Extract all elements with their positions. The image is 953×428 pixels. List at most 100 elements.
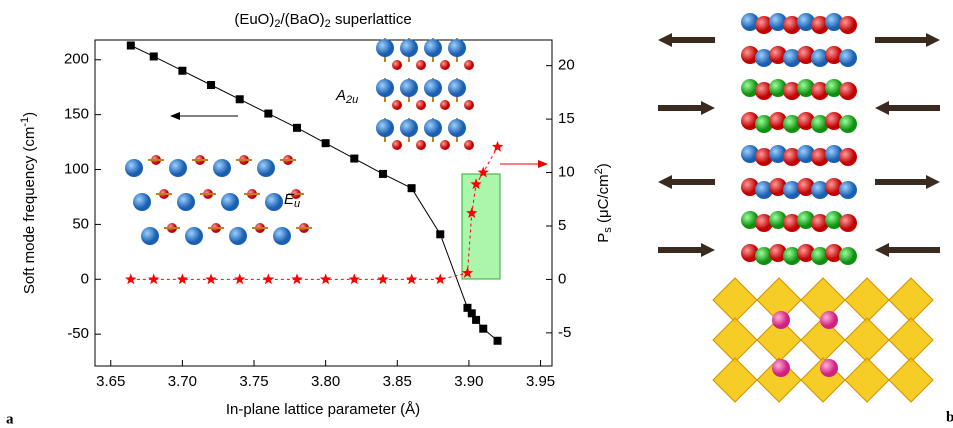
octahedron <box>844 277 890 323</box>
atom <box>392 140 402 150</box>
y-tick-label: 50 <box>72 215 89 232</box>
atom <box>424 79 442 97</box>
y-axis-label: Soft mode frequency (cm-1) <box>19 112 38 294</box>
atom <box>169 159 187 177</box>
displacement-arrow-head <box>701 243 715 257</box>
y2-tick-label: 15 <box>558 110 575 127</box>
star-marker <box>148 273 160 285</box>
star-marker <box>434 273 446 285</box>
atom <box>797 211 815 229</box>
star-marker <box>176 273 189 285</box>
star-marker <box>491 140 504 152</box>
atom <box>783 82 801 100</box>
atom <box>257 159 275 177</box>
atom <box>772 311 790 329</box>
octahedron <box>888 317 934 363</box>
panel-label: b <box>946 409 953 425</box>
text-part: A <box>335 87 346 104</box>
atom <box>400 39 418 57</box>
panel-label: a <box>6 411 14 427</box>
octahedron <box>712 317 758 363</box>
atom <box>125 159 143 177</box>
atom <box>772 359 790 377</box>
text-part: ) <box>21 112 38 117</box>
atom <box>741 211 759 229</box>
atom <box>811 148 829 166</box>
atom <box>783 214 801 232</box>
atom <box>376 79 394 97</box>
atom <box>755 214 773 232</box>
square-marker <box>436 230 445 239</box>
atom <box>376 39 394 57</box>
left-arrow-head <box>170 112 180 120</box>
atom <box>769 178 787 196</box>
atom <box>448 39 466 57</box>
atom <box>797 79 815 97</box>
atom <box>839 181 857 199</box>
atom <box>221 193 239 211</box>
atom <box>783 115 801 133</box>
y2-axis-label: Ps (μC/cm2) <box>593 163 614 242</box>
atom <box>811 181 829 199</box>
y2-tick-label: 10 <box>558 164 575 181</box>
y-tick-label: 200 <box>64 51 89 68</box>
star-marker <box>377 273 389 285</box>
atom <box>464 100 474 110</box>
square-marker <box>378 169 387 178</box>
star-marker <box>319 273 332 285</box>
y2-tick-label: 5 <box>558 217 566 234</box>
atom <box>811 82 829 100</box>
x-axis-label: In-plane lattice parameter (Å) <box>226 401 420 418</box>
atom <box>440 60 450 70</box>
square-marker <box>207 81 216 90</box>
x-tick-label: 3.85 <box>383 373 412 390</box>
atom <box>839 16 857 34</box>
x-tick-label: 3.95 <box>526 373 555 390</box>
atom <box>755 82 773 100</box>
y2-tick-label: 20 <box>558 57 575 74</box>
x-tick-label: 3.80 <box>311 373 340 390</box>
atom <box>424 39 442 57</box>
text-part: -1 <box>19 117 31 127</box>
atom <box>755 16 773 34</box>
atom <box>797 46 815 64</box>
y2-tick-label: 0 <box>558 270 566 287</box>
atom <box>825 244 843 262</box>
panel-b-structure <box>658 13 940 403</box>
text-part: 2 <box>593 168 605 174</box>
square-marker <box>264 109 273 118</box>
atom <box>741 178 759 196</box>
x-tick-label: 3.75 <box>239 373 268 390</box>
atom <box>177 193 195 211</box>
star-marker <box>125 273 137 285</box>
star-marker <box>466 207 478 218</box>
atom <box>755 148 773 166</box>
highlight-box <box>461 173 501 280</box>
square-marker <box>479 324 488 333</box>
star-marker <box>205 273 217 285</box>
text-part: s <box>602 227 614 233</box>
atom <box>839 115 857 133</box>
atom <box>400 119 418 137</box>
atom <box>797 112 815 130</box>
atom <box>825 79 843 97</box>
atom <box>464 60 474 70</box>
y2-tick-label: -5 <box>558 324 571 341</box>
displacement-arrow-head <box>658 175 672 189</box>
square-marker <box>126 41 135 50</box>
x-tick-label: 3.65 <box>96 373 125 390</box>
octahedron <box>888 277 934 323</box>
atom <box>825 178 843 196</box>
a2u-label: A2u <box>335 87 358 106</box>
text-part: (μC/cm <box>595 174 612 227</box>
atom <box>769 79 787 97</box>
atom <box>741 112 759 130</box>
atom <box>811 49 829 67</box>
displacement-arrow-head <box>875 101 889 115</box>
octahedron <box>712 357 758 403</box>
atom <box>741 145 759 163</box>
atom <box>825 145 843 163</box>
atom <box>811 214 829 232</box>
octahedron <box>844 317 890 363</box>
atom <box>769 13 787 31</box>
